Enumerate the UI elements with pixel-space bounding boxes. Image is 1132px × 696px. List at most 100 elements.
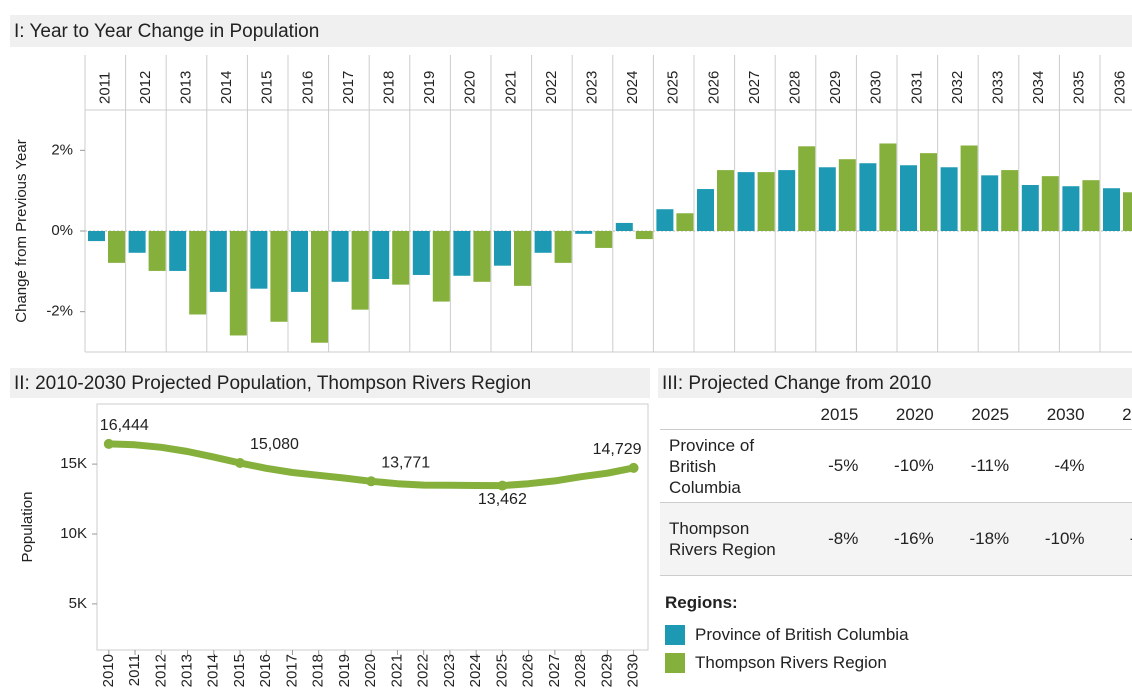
table-cell: -10% [858,429,934,503]
table-row: Province of British Columbia -5% -10% -11% -… [660,429,1132,503]
bar [900,165,917,231]
point [497,480,508,491]
bar [778,170,796,231]
y-axis-label: Change from Previous Year [13,139,30,322]
x-tick-label: 2016 [257,654,274,687]
x-tick-label: 2010 [100,654,117,687]
chart-title: I: Year to Year Change in Population [14,21,319,42]
y-axis-label: Population [19,492,36,563]
x-tick-label: 2036 [1111,71,1128,104]
bar [676,213,694,231]
x-tick-label: 2028 [572,654,589,687]
x-tick-label: 2020 [362,654,379,687]
bar [635,231,653,240]
point [234,457,245,468]
bar [412,231,430,275]
x-tick-label: 2029 [598,654,615,687]
x-tick-label: 2027 [546,654,563,687]
bar [615,222,633,231]
legend-swatch [665,653,685,673]
x-tick-label: 2012 [137,71,154,104]
x-tick-label: 2031 [908,71,925,104]
x-tick-label: 2028 [786,71,803,104]
bar [229,231,247,336]
bar [818,167,836,231]
row-label: Province of British Columbia [660,429,783,503]
x-tick-label: 2022 [415,654,432,687]
bar [737,172,755,231]
x-tick-label: 2016 [299,71,316,104]
bar [1123,192,1132,231]
x-tick-label: 2022 [543,71,560,104]
table-cell: -11% [933,429,1010,503]
legend-swatch [665,625,685,645]
x-tick-label: 2026 [705,71,722,104]
x-tick-label: 2025 [493,654,510,687]
x-tick-label: 2011 [96,72,113,104]
x-tick-label: 2011 [126,654,143,686]
x-tick-label: 2035 [1071,71,1088,104]
bar [859,163,877,231]
x-tick-label: 2029 [827,71,844,104]
data-label: 13,771 [381,454,430,471]
bar [717,170,734,231]
bar [879,143,897,231]
y-tick-label: -2% [46,303,73,320]
y-tick-label: 0% [51,222,73,239]
table-cell: -16% [858,502,934,576]
legend-label: Thompson Rivers Region [695,653,887,672]
x-tick-label: 2023 [441,654,458,687]
x-tick-label: 2014 [218,71,235,104]
bar [656,209,674,231]
bar [108,231,125,263]
x-tick-label: 2019 [336,654,353,687]
bar [432,231,450,302]
table-cell: -3% [1084,502,1132,576]
point [628,462,639,473]
x-tick-label: 2019 [421,71,438,104]
bar [757,172,775,231]
x-tick-label: 2015 [231,654,248,687]
y-tick-label: 10K [60,525,87,542]
x-tick-label: 2017 [283,654,300,687]
bar [270,231,288,322]
x-tick-label: 2017 [340,71,357,104]
bar [372,231,390,279]
point [103,438,114,449]
y-tick-label: 15K [60,455,87,472]
bar [534,231,552,253]
bar [554,231,572,263]
bar [473,231,491,282]
bar [838,159,856,231]
x-tick-label: 2013 [178,654,195,687]
y-tick-label: 5K [69,595,87,612]
x-tick-label: 2012 [152,654,169,687]
bar [960,145,978,231]
bar [1041,176,1059,231]
table-cell: 3% [1084,429,1132,503]
legend-label: Province of British Columbia [695,625,909,644]
data-label: 15,080 [250,436,299,453]
table-cell: -18% [933,502,1010,576]
point [366,476,377,487]
table-row: Thompson Rivers Region-8%-16%-18%-10%-3% [660,502,1132,576]
x-tick-label: 2015 [259,71,276,104]
y-tick-label: 2% [51,141,73,158]
x-tick-label: 2014 [205,654,222,687]
plot-frame [96,403,649,651]
bar [798,146,816,231]
bar [351,231,369,310]
x-tick-label: 2025 [665,71,682,104]
bar [1062,186,1080,231]
bar [291,231,308,292]
bar [331,231,349,282]
row-label: Thompson Rivers Region [660,502,783,576]
x-tick-label: 2030 [625,654,642,687]
data-label: 13,462 [478,491,527,508]
table-cell: -4% [1009,429,1085,503]
bar [595,231,613,248]
column-header: 2025 [933,401,1010,430]
bar [981,175,999,231]
